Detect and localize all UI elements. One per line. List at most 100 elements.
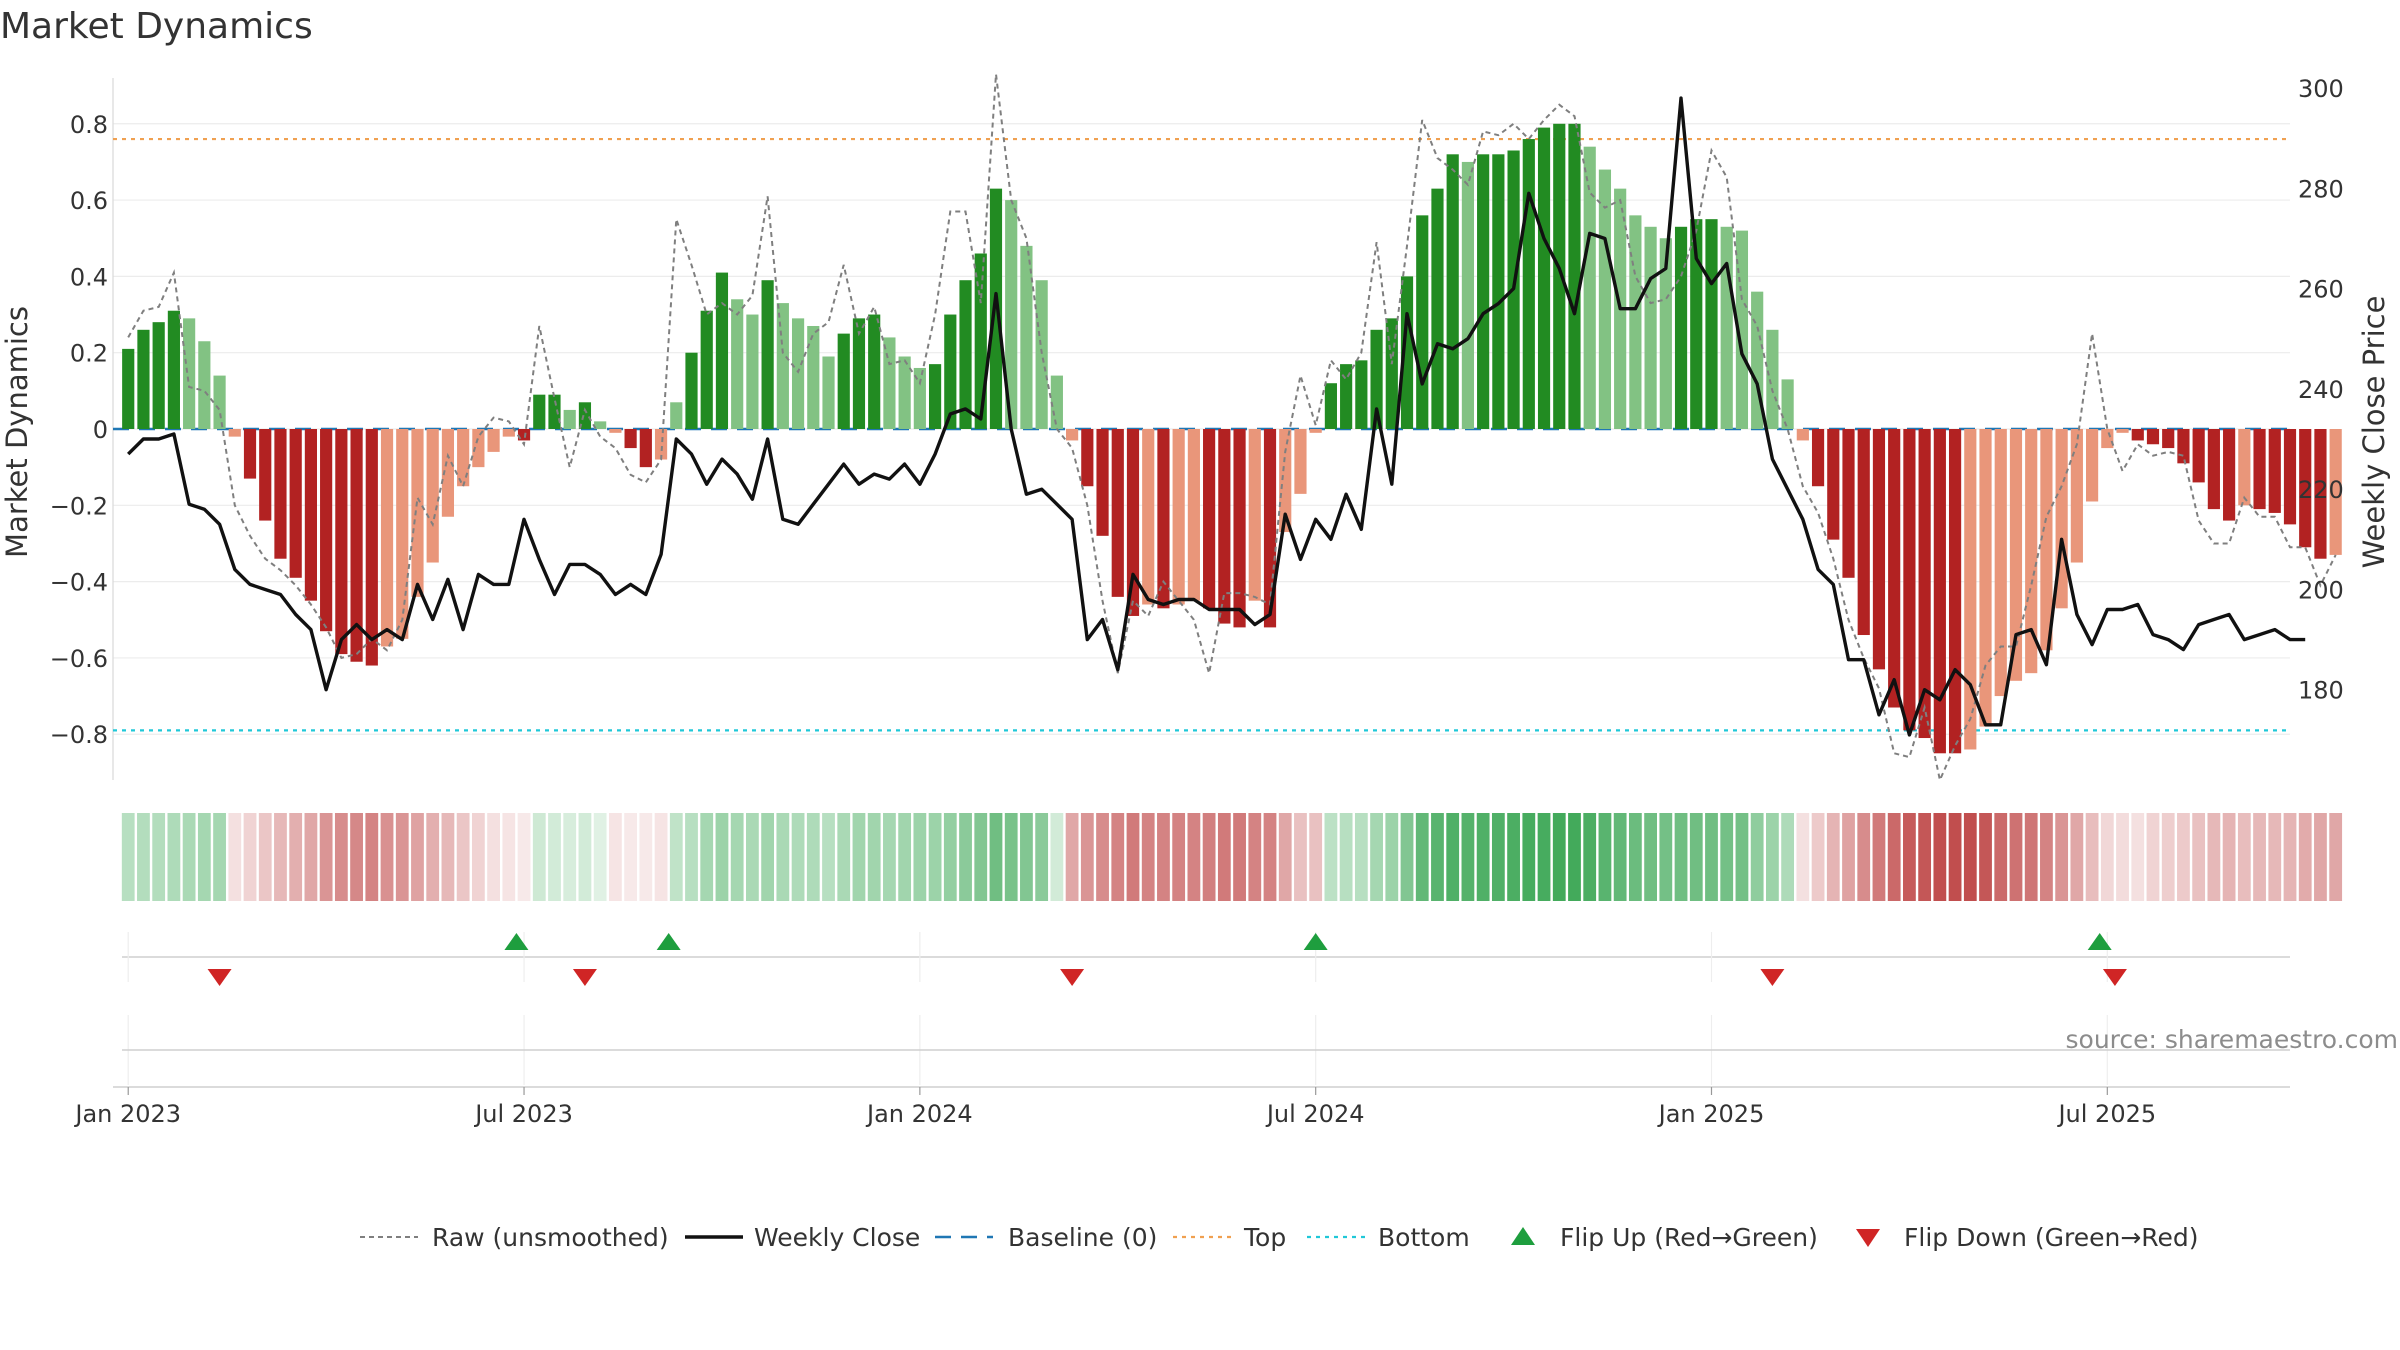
dynamics-bar bbox=[2146, 429, 2160, 445]
dynamics-bar bbox=[761, 280, 774, 429]
dynamics-bar bbox=[609, 429, 622, 433]
strip-cell bbox=[1187, 813, 1201, 901]
dynamics-bar bbox=[2086, 429, 2099, 502]
dynamics-bar bbox=[1066, 429, 1079, 441]
strip-cell bbox=[350, 813, 363, 901]
strip-cell bbox=[517, 813, 531, 901]
strip-cell bbox=[182, 813, 196, 901]
left-tick-label: −0.2 bbox=[50, 492, 108, 520]
dynamics-bar bbox=[1370, 329, 1383, 429]
strip-cell bbox=[1659, 813, 1673, 901]
weekly-close-line bbox=[127, 96, 2306, 737]
left-tick-label: −0.8 bbox=[50, 721, 108, 749]
strip-cell bbox=[822, 813, 835, 901]
strip-cell bbox=[1294, 813, 1307, 901]
strip-cell bbox=[1552, 813, 1566, 901]
dynamics-bar bbox=[472, 429, 485, 468]
strip-cell bbox=[2131, 813, 2145, 901]
strip-cell bbox=[2055, 813, 2069, 901]
strip-cell bbox=[228, 813, 242, 901]
dynamics-bar bbox=[1248, 429, 1261, 601]
dynamics-bar bbox=[1096, 429, 1109, 536]
dynamics-bar bbox=[1690, 219, 1703, 429]
strip-cell bbox=[380, 813, 394, 901]
right-axis-label: Weekly Close Price bbox=[2357, 296, 2391, 569]
dynamics-bar bbox=[441, 429, 455, 517]
strip-cell bbox=[989, 813, 1003, 901]
strip-cell bbox=[2192, 813, 2206, 901]
strip-cell bbox=[1050, 813, 1064, 901]
dynamics-bar bbox=[883, 337, 896, 429]
dynamics-bar bbox=[700, 310, 713, 429]
legend-label: Raw (unsmoothed) bbox=[432, 1223, 669, 1252]
strip-cell bbox=[654, 813, 668, 901]
dynamics-bar bbox=[1294, 429, 1307, 494]
right-tick-label: 240 bbox=[2298, 376, 2344, 404]
dynamics-bar bbox=[1796, 429, 1809, 441]
left-tick-label: −0.6 bbox=[50, 645, 108, 673]
dynamics-bar bbox=[137, 329, 150, 429]
dynamics-bar bbox=[1827, 429, 1840, 540]
flip-down-marker bbox=[1760, 969, 1785, 986]
strip-cell bbox=[441, 813, 455, 901]
dynamics-bar bbox=[1964, 429, 1977, 750]
strip-cell bbox=[2024, 813, 2038, 901]
dynamics-bar bbox=[1111, 429, 1124, 597]
dynamics-bar bbox=[1355, 360, 1368, 429]
dynamics-bar bbox=[167, 310, 180, 429]
left-tick-label: 0 bbox=[93, 416, 108, 444]
strip-cell bbox=[487, 813, 500, 901]
dynamics-bar bbox=[1720, 226, 1733, 429]
strip-cell bbox=[1842, 813, 1855, 901]
legend-item: Flip Down (Green→Red) bbox=[1856, 1223, 2199, 1252]
dynamics-bar bbox=[791, 318, 805, 429]
dynamics-bar bbox=[1811, 429, 1825, 487]
dynamics-bar bbox=[989, 188, 1003, 429]
strip-cell bbox=[685, 813, 698, 901]
strip-cell bbox=[608, 813, 622, 901]
dynamics-bar bbox=[1948, 429, 1962, 754]
strip-cell bbox=[700, 813, 714, 901]
strip-cell bbox=[1811, 813, 1825, 901]
strip-cell bbox=[1644, 813, 1657, 901]
flip-up-marker bbox=[2087, 933, 2112, 950]
dynamics-bar bbox=[2238, 429, 2251, 506]
strip-cell bbox=[1918, 813, 1932, 901]
strip-cell bbox=[1720, 813, 1734, 901]
legend-swatch bbox=[1856, 1229, 1880, 1247]
dynamics-bar bbox=[1705, 219, 1718, 429]
strip-cell bbox=[426, 813, 440, 901]
strip-cell bbox=[1613, 813, 1627, 901]
dynamics-bar bbox=[2283, 429, 2297, 525]
strip-cell bbox=[2040, 813, 2053, 901]
dynamics-bar bbox=[502, 429, 515, 437]
dynamics-bar bbox=[1157, 429, 1170, 609]
strip-cell bbox=[1568, 813, 1581, 901]
strip-cell bbox=[1933, 813, 1947, 901]
strip-cell bbox=[639, 813, 653, 901]
dynamics-bar bbox=[578, 402, 592, 429]
dynamics-bar bbox=[1461, 161, 1475, 429]
dynamics-bar bbox=[152, 322, 165, 429]
strip-cell bbox=[1385, 813, 1399, 901]
strength-strip bbox=[121, 813, 2343, 901]
dynamics-bar bbox=[1203, 429, 1216, 609]
dynamics-bar bbox=[198, 341, 211, 429]
strip-cell bbox=[730, 813, 744, 901]
strip-cell bbox=[1370, 813, 1383, 901]
strip-cell bbox=[2100, 813, 2114, 901]
strip-cell bbox=[852, 813, 866, 901]
left-tick-label: 0.4 bbox=[70, 263, 108, 291]
strip-cell bbox=[624, 813, 637, 901]
dynamics-bar bbox=[2025, 429, 2038, 674]
strip-cell bbox=[2329, 813, 2343, 901]
dynamics-bar bbox=[320, 429, 333, 632]
dynamics-bar bbox=[1659, 238, 1672, 429]
dynamics-bar bbox=[548, 394, 561, 429]
strip-cell bbox=[1963, 813, 1977, 901]
strip-cell bbox=[1461, 813, 1475, 901]
dynamics-bar bbox=[1492, 154, 1505, 430]
dynamics-bar bbox=[1903, 429, 1916, 731]
strip-cell bbox=[1674, 813, 1688, 901]
strip-cell bbox=[1826, 813, 1840, 901]
